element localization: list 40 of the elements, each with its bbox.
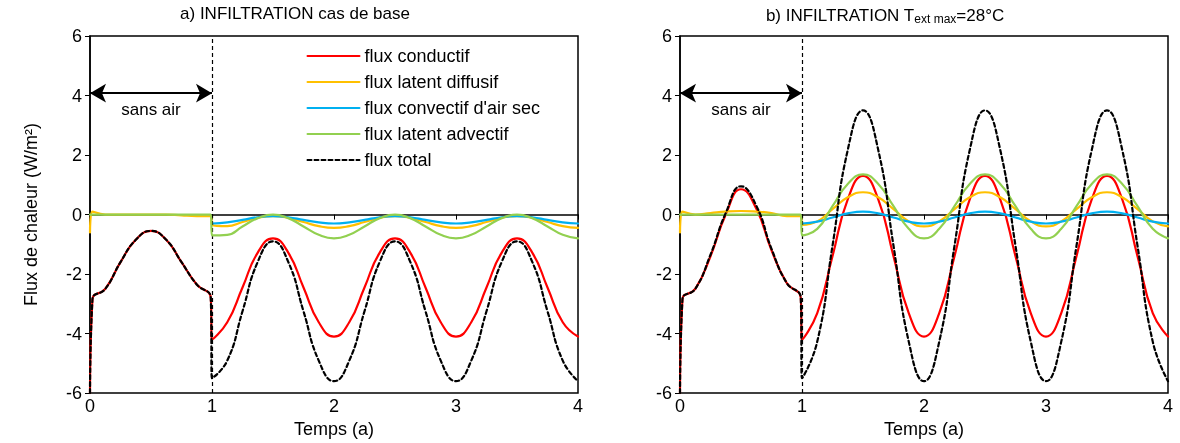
- y-tick-label: -6: [65, 383, 82, 404]
- legend-label: flux total: [364, 150, 432, 170]
- y-tick-label: 6: [71, 26, 82, 46]
- y-tick-label: 0: [661, 204, 672, 225]
- y-tick-label: 0: [71, 204, 82, 225]
- y-axis-title: Flux de chaleur (W/m²): [21, 123, 41, 307]
- line-series: [800, 210, 1170, 225]
- y-tick-label: 2: [661, 145, 672, 166]
- x-tick-label: 1: [796, 396, 808, 417]
- line-series: [210, 214, 580, 225]
- x-tick-label: 3: [450, 396, 462, 417]
- legend-label: flux latent advectif: [364, 124, 510, 144]
- annotation: sans air: [711, 100, 772, 120]
- line-series: [88, 213, 580, 240]
- legend-label: flux convectif d'air sec: [364, 98, 541, 118]
- y-tick-label: -4: [655, 323, 672, 344]
- y-tick-label: 4: [71, 85, 82, 106]
- annotation: sans air: [121, 100, 182, 120]
- x-tick-label: 4: [572, 396, 584, 417]
- y-tick-label: 4: [661, 85, 672, 106]
- y-tick-label: 2: [71, 145, 82, 166]
- legend-label: flux latent diffusif: [364, 72, 500, 92]
- x-tick-label: 2: [328, 396, 340, 417]
- x-tick-label: 1: [206, 396, 218, 417]
- line-series: [678, 191, 1170, 234]
- chart-title: a) INFILTRATION cas de base: [180, 4, 410, 23]
- y-tick-label: -2: [655, 264, 672, 285]
- line-series: [678, 173, 1170, 240]
- x-axis-title: Temps (a): [883, 419, 965, 439]
- y-tick-label: -6: [655, 383, 672, 404]
- y-tick-label: -2: [65, 264, 82, 285]
- x-tick-label: 4: [1162, 396, 1174, 417]
- x-tick-label: 2: [918, 396, 930, 417]
- y-tick-label: 6: [661, 26, 672, 46]
- x-tick-label: 0: [674, 396, 686, 417]
- y-tick-label: -4: [65, 323, 82, 344]
- x-tick-label: 0: [84, 396, 96, 417]
- legend-label: flux conductif: [364, 46, 471, 66]
- x-axis-title: Temps (a): [293, 419, 375, 439]
- x-tick-label: 3: [1040, 396, 1052, 417]
